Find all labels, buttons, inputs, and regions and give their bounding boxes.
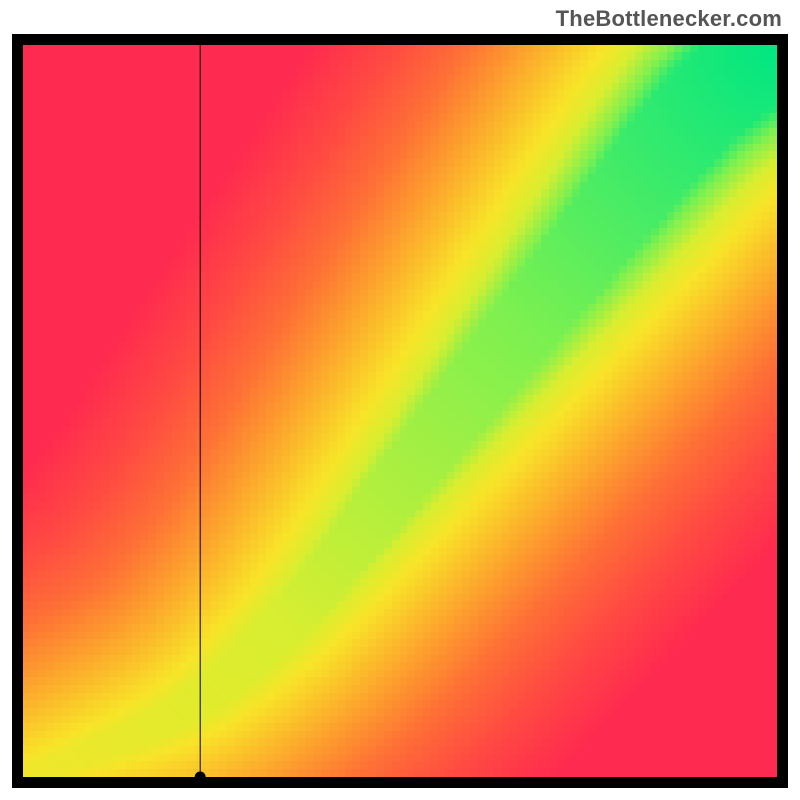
watermark-text: TheBottlenecker.com [556, 6, 782, 32]
plot-area [12, 34, 788, 788]
heatmap-canvas [23, 45, 777, 777]
